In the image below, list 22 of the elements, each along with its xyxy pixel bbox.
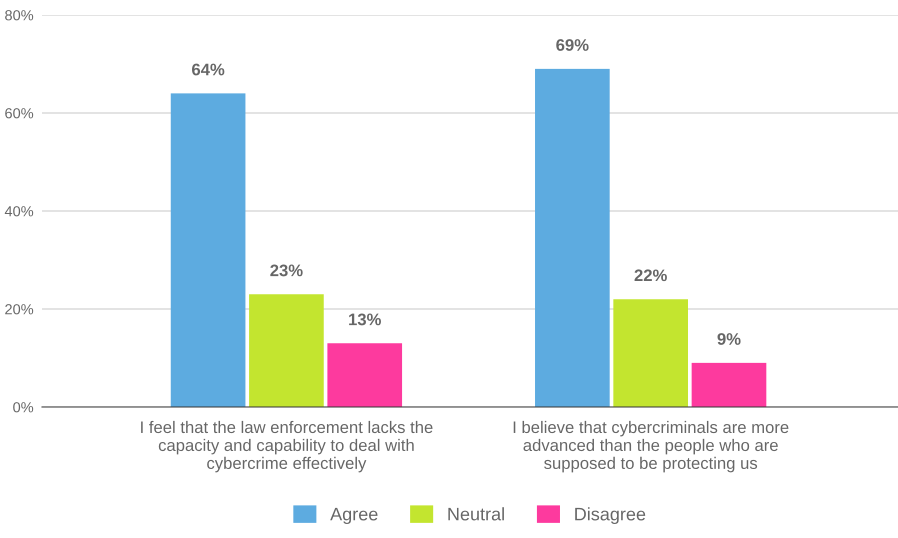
y-tick-label: 40% xyxy=(4,206,34,216)
x-tick-label: I believe that cybercriminals are more advanced than the people who are supposed to be protecting us xyxy=(514,420,788,472)
y-tick-label: 0% xyxy=(13,402,34,412)
legend-label: Agree xyxy=(330,508,378,524)
data-label: 13% xyxy=(349,314,381,326)
bar xyxy=(327,343,402,407)
bar xyxy=(249,294,324,407)
data-label: 9% xyxy=(718,333,741,345)
bar xyxy=(535,68,610,407)
data-label: 22% xyxy=(634,269,667,282)
data-label: 23% xyxy=(270,264,303,276)
legend-label: Neutral xyxy=(448,507,504,520)
x-tick-label: I feel that the law enforcement lacks the capacity and capability to deal with cybercrime effectively xyxy=(141,420,433,472)
legend-label: Disagree xyxy=(575,507,646,524)
bar xyxy=(613,299,688,407)
y-tick-label: 20% xyxy=(5,304,34,314)
data-label: 69% xyxy=(556,39,589,51)
bar xyxy=(692,362,766,407)
bar xyxy=(170,93,246,407)
y-tick-label: 60% xyxy=(5,108,34,118)
data-label: 64% xyxy=(192,64,224,76)
y-tick-label: 80% xyxy=(5,10,34,20)
